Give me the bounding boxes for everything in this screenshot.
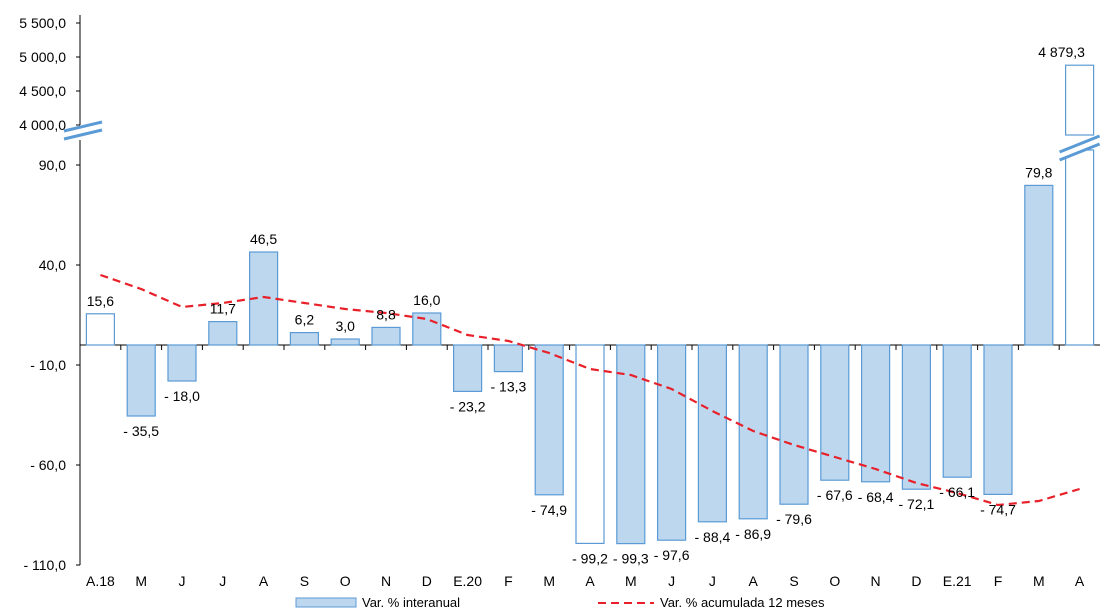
legend-label-line: Var. % acumulada 12 meses <box>660 595 825 610</box>
data-label: 4 879,3 <box>1038 44 1085 60</box>
x-tick-label: N <box>381 573 391 589</box>
x-tick-label: M <box>625 573 637 589</box>
data-label: 8,8 <box>376 306 396 322</box>
x-tick-label: E.20 <box>453 573 482 589</box>
y-tick-label: 5 500,0 <box>19 15 66 31</box>
bar-break-mark <box>1059 134 1101 154</box>
data-label: - 72,1 <box>898 496 934 512</box>
legend-swatch-bar <box>295 597 357 608</box>
bar-break-mark <box>1059 142 1101 162</box>
x-tick-label: O <box>340 573 351 589</box>
data-label: - 97,6 <box>654 547 690 563</box>
data-labels: 15,6 - 35,5 - 18,0 11,7 46,5 6,2 3,0 8,8 16,0 - 2… <box>87 44 1085 566</box>
x-tick-label: D <box>422 573 432 589</box>
data-label: - 74,7 <box>980 501 1016 517</box>
bar <box>85 313 116 346</box>
legend: Var. % interanual Var. % acumulada 12 me… <box>295 595 825 610</box>
y-tick-label: 40,0 <box>39 257 66 273</box>
bar <box>820 344 850 481</box>
x-tick-label: M <box>135 573 147 589</box>
x-tick-label: S <box>789 573 798 589</box>
y-tick-label: - 60,0 <box>30 457 66 473</box>
bar-break-gap <box>1058 136 1102 160</box>
y-tick-label: - 110,0 <box>23 557 66 573</box>
line-series <box>100 273 1080 507</box>
data-label: - 88,4 <box>694 529 730 545</box>
bar <box>1064 149 1095 346</box>
x-tick-label: A.18 <box>86 573 115 589</box>
x-tick-label: J <box>179 573 186 589</box>
x-tick-label: M <box>543 573 555 589</box>
bar <box>575 344 605 544</box>
y-tick-label: 4 000,0 <box>19 117 66 133</box>
bar <box>983 344 1013 495</box>
x-tick-label: N <box>871 573 881 589</box>
bar <box>779 344 809 505</box>
x-tick-label: F <box>504 573 513 589</box>
x-tick-label: J <box>668 573 675 589</box>
x-tick-label: A <box>1075 573 1085 589</box>
data-label: - 35,5 <box>123 423 159 439</box>
data-label: - 79,6 <box>776 511 812 527</box>
x-tick-label: A <box>259 573 269 589</box>
bar <box>126 344 156 417</box>
bar <box>534 344 564 496</box>
y-tick-label: - 10,0 <box>30 357 66 373</box>
x-tick-label: S <box>300 573 309 589</box>
bar <box>942 344 972 478</box>
bar <box>616 344 646 545</box>
bar <box>289 332 319 346</box>
bar <box>901 344 932 490</box>
bar <box>371 326 401 346</box>
data-label: 11,7 <box>210 301 236 317</box>
x-tick-label: A <box>585 573 595 589</box>
data-label: - 23,2 <box>450 398 486 414</box>
bar <box>208 321 238 346</box>
bar-upper-segment <box>1064 64 1095 136</box>
line-accumulated <box>100 273 1080 507</box>
axis-break-mark <box>63 128 103 141</box>
x-tick-label: J <box>709 573 716 589</box>
data-label: - 66,1 <box>939 484 975 500</box>
data-label: 79,8 <box>1025 164 1052 180</box>
bar <box>1024 184 1054 346</box>
bar <box>697 344 728 523</box>
bar <box>412 312 442 346</box>
bar <box>493 344 523 373</box>
x-tick-label: A <box>749 573 759 589</box>
bar-series <box>85 64 1102 545</box>
bar <box>167 344 197 382</box>
data-label: - 99,2 <box>572 550 608 566</box>
x-tick-label: D <box>911 573 921 589</box>
x-tick-label: E.21 <box>943 573 972 589</box>
tick-labels: 90,0 40,0 - 10,0 - 60,0 - 110,0 5 500,0 5 000,… <box>19 15 1085 589</box>
y-tick-label: 5 000,0 <box>19 49 66 65</box>
data-label: - 86,9 <box>735 526 771 542</box>
x-tick-label: M <box>1033 573 1045 589</box>
bar <box>453 344 483 393</box>
legend-label-bar: Var. % interanual <box>362 595 460 610</box>
bar <box>860 344 891 483</box>
y-tick-label: 90,0 <box>39 157 66 173</box>
data-label: 16,0 <box>413 292 440 308</box>
data-label: - 18,0 <box>164 388 200 404</box>
x-tick-label: O <box>829 573 840 589</box>
data-label: 15,6 <box>87 293 114 309</box>
data-label: - 99,3 <box>613 551 649 567</box>
bar <box>656 344 687 541</box>
x-tick-label: F <box>994 573 1003 589</box>
axis-break-mark <box>63 120 103 133</box>
bar <box>330 338 360 346</box>
data-label: 6,2 <box>295 312 315 328</box>
data-label: 46,5 <box>250 231 277 247</box>
x-tick-label: J <box>219 573 226 589</box>
data-label: - 74,9 <box>531 502 567 518</box>
data-label: - 68,4 <box>858 489 894 505</box>
data-label: 3,0 <box>335 318 355 334</box>
data-label: - 13,3 <box>490 379 526 395</box>
data-label: - 67,6 <box>817 487 853 503</box>
y-tick-label: 4 500,0 <box>19 83 66 99</box>
